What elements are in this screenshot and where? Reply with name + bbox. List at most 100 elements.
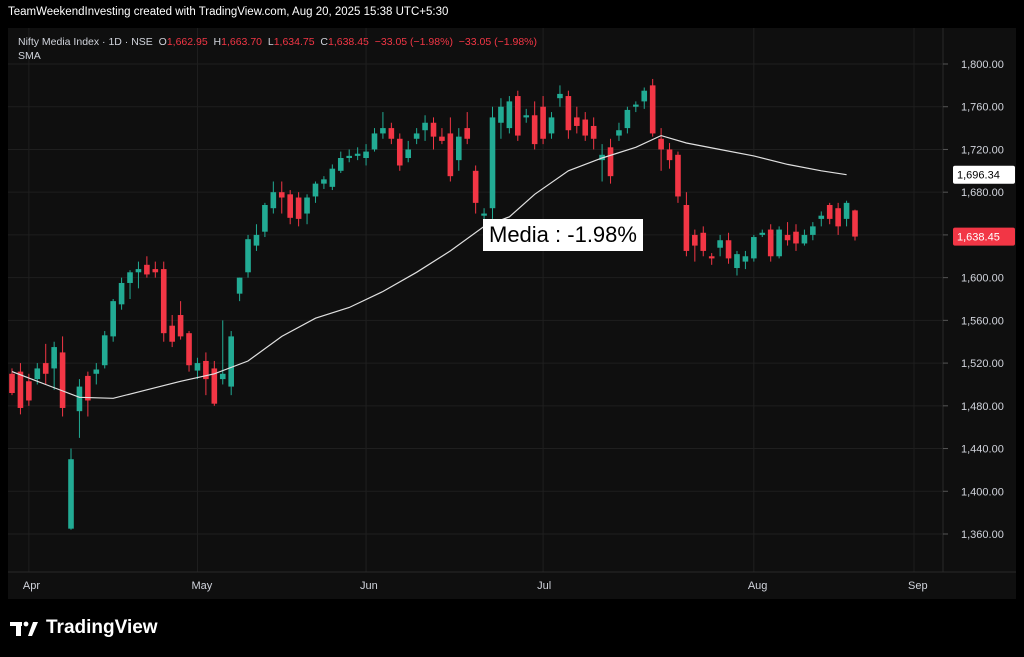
candle-up [371,133,378,150]
candle-up [624,109,631,129]
candle-up [641,90,648,102]
x-tick-label: Jul [537,580,551,592]
chart-panel[interactable]: 1,360.00 1,400.00 1,440.00 1,480.00 1,520.00… [8,28,1016,599]
y-tick-label: 1,480.00 [961,401,1004,413]
candle-down [430,122,437,137]
candle-down [607,147,614,177]
candle-up [304,197,310,214]
candle-up [194,363,201,371]
high-value: 1,663.70 [221,36,262,48]
candle-up [455,136,462,161]
candle-up [363,151,369,158]
candle-up [270,192,277,209]
candle-up [801,234,808,244]
candle-down [531,115,538,145]
candlestick-chart[interactable]: 1,360.00 1,400.00 1,440.00 1,480.00 1,520.00… [8,28,1016,599]
candle-down [42,363,49,374]
x-tick-label: May [191,580,212,592]
y-tick-label: 1,760.00 [961,102,1004,114]
candle-down [472,170,479,203]
candle-up [101,335,108,366]
candle-down [826,205,833,219]
x-tick-label: Sep [908,580,928,592]
candle-up [245,239,251,273]
candle-down [725,240,732,259]
candle-up [843,202,850,219]
candle-down [590,125,597,139]
candle-up [489,117,496,209]
sma-price-tag [953,165,1015,184]
candle-down [675,154,681,197]
performance-callout: Media : -1.98% [483,219,643,251]
y-tick-label: 1,560.00 [961,315,1004,327]
candle-up [405,149,412,158]
candle-up [751,237,757,259]
sma-line [11,134,847,399]
candle-up [548,117,555,134]
candle-down [835,208,841,227]
close-value: 1,638.45 [328,36,369,48]
candle-down [17,371,24,408]
y-tick-label: 1,360.00 [961,529,1004,541]
candle-down [144,264,150,275]
candle-down [582,119,589,136]
candle-down [793,231,799,244]
candle-up [321,179,327,184]
y-tick-label: 1,600.00 [961,273,1004,285]
candle-down [700,232,707,251]
candle-up [759,232,766,235]
sma-legend[interactable]: SMA [18,50,41,62]
last-price-tag [953,227,1015,246]
candle-down [540,106,546,139]
candle-down [692,234,698,246]
candle-up [228,336,234,387]
candle-down [649,85,656,134]
candle-up [51,347,57,369]
candle-down [177,315,184,337]
candle-up [312,183,319,197]
candle-down [169,325,175,342]
candle-down [464,128,471,139]
candle-up [262,205,268,232]
y-tick-label: 1,520.00 [961,358,1004,370]
candle-up [354,153,361,156]
candle-down [203,360,209,380]
candle-down [784,234,791,241]
candle-up [110,301,116,337]
candle-up [557,93,563,99]
tradingview-logo-icon [10,621,38,636]
close-label: C [320,36,328,48]
candle-down [278,192,285,198]
candle-up [76,386,83,412]
candle-down [295,197,302,219]
candle-down [211,368,218,404]
x-tick-label: Jun [360,580,378,592]
candle-up [717,240,723,248]
x-tick-label: Apr [23,580,40,592]
candle-up [329,168,336,187]
candle-down [287,194,293,218]
candle-down [160,269,167,334]
candle-up [616,130,622,136]
candle-up [742,256,749,262]
open-label: O [158,36,167,48]
candle-up [219,373,226,380]
candle-up [337,158,344,171]
sma-price-label: 1,696.34 [957,170,1000,182]
candle-up [633,104,639,107]
x-tick-label: Aug [748,580,768,592]
candle-down [85,375,91,401]
y-tick-label: 1,440.00 [961,444,1004,456]
candle-up [127,272,133,283]
candle-down [439,136,445,141]
tradingview-logo[interactable]: TradingView [10,617,158,639]
candle-down [683,205,690,251]
candle-down [186,333,192,366]
candle-up [810,226,816,235]
candle-down [9,373,15,393]
candle-up [481,213,487,216]
candle-up [498,106,504,123]
symbol-label[interactable]: Nifty Media Index · 1D · NSE [18,36,153,48]
candle-down [658,138,664,150]
candle-up [236,277,243,294]
